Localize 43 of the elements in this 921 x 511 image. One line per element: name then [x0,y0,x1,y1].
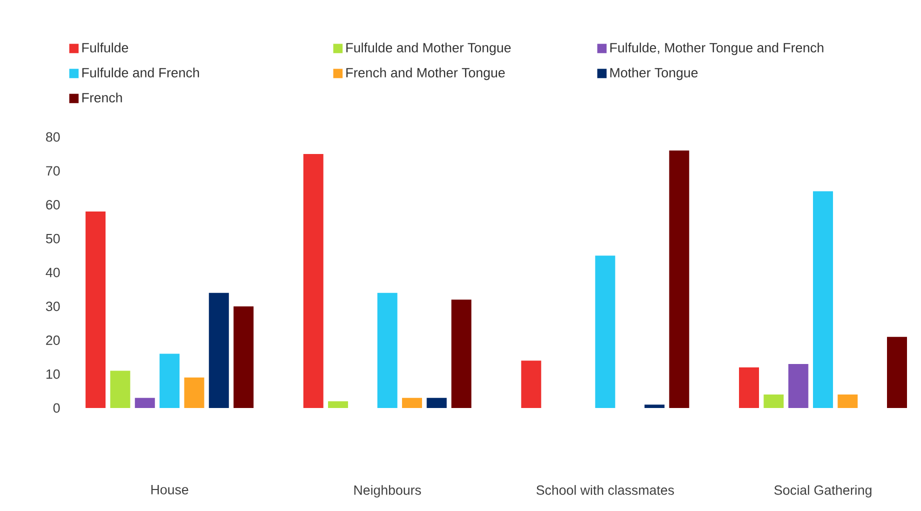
bar [669,150,690,408]
bar [595,256,616,408]
bar [377,292,398,408]
bar [838,394,858,408]
y-tick-label: 50 [46,234,60,244]
x-tick-label: Neighbours [354,485,421,498]
y-tick-label: 60 [46,200,60,210]
legend-label: Mother Tongue [610,68,698,80]
bar [402,398,422,408]
bar [160,354,180,408]
bar [234,306,254,408]
legend-label: Fulfulde and Mother Tongue [346,42,511,56]
x-tick-label: School with classmates [536,485,674,495]
legend-label: French [82,92,122,102]
bar [86,212,106,408]
legend-label: French and Mother Tongue [346,68,505,80]
bar [788,364,808,408]
bar [812,191,833,408]
y-tick-label: 20 [46,336,60,345]
legend-label: Fulfulde [82,42,128,52]
bar [886,336,907,408]
y-tick-label: 30 [46,302,60,312]
y-tick-label: 70 [46,166,60,176]
y-tick-label: 0 [53,403,60,413]
x-tick-label: House [151,485,188,494]
bar [764,394,784,408]
bar [328,401,348,408]
y-tick-label: 40 [46,268,60,278]
bar [110,370,130,408]
x-tick-label: Social Gathering [774,485,872,498]
legend-label: Fulfulde and French [82,68,199,78]
bar [738,367,759,408]
legend-label: Fulfulde, Mother Tongue and French [610,42,824,56]
y-tick-label: 10 [46,369,60,379]
y-tick-label: 80 [46,132,60,142]
bar [426,398,447,408]
bar [134,398,155,408]
bar [208,292,229,408]
bar [644,404,665,408]
bar [184,378,204,408]
bar [521,360,542,408]
bar [451,300,472,408]
bar [303,154,324,408]
